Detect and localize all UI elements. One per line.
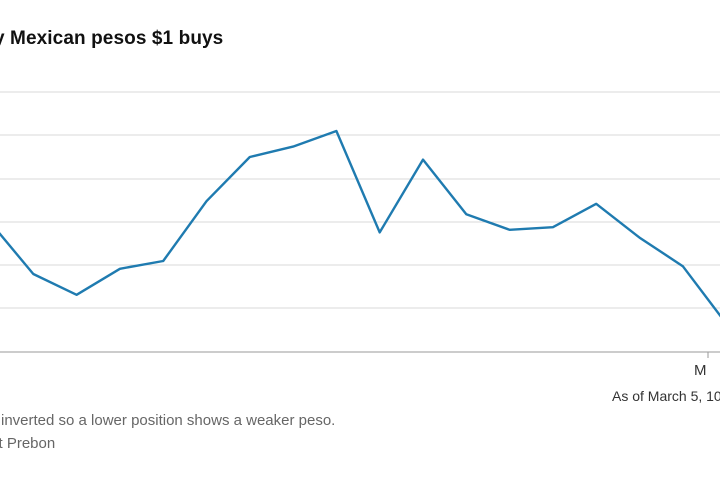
x-tick-label: M [694,362,707,379]
as-of-timestamp: As of March 5, 10: [612,388,720,404]
chart-title: y Mexican pesos $1 buys [0,28,224,49]
series-line [0,129,720,318]
chart-note: is inverted so a lower position shows a … [0,412,336,429]
chart-source: ett Prebon [0,435,56,452]
